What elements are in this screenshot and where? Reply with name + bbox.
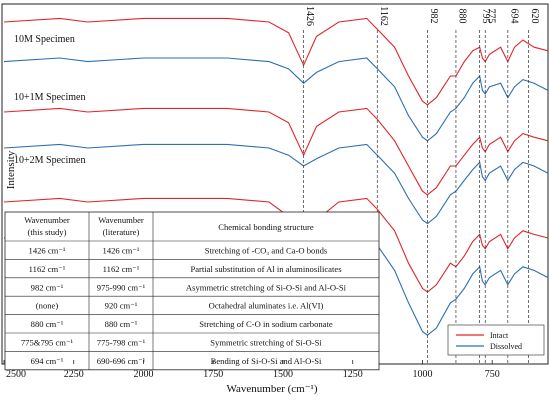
peak-label-795: 795 [480, 9, 491, 24]
x-tick-label-2000: 2000 [133, 369, 153, 380]
specimen-label-2: 10+1M Specimen [14, 92, 85, 103]
peak-label-1426: 1426 [304, 6, 315, 26]
table-header-1: Wavenumber (this study) [24, 215, 70, 237]
peak-label-694: 694 [508, 9, 519, 24]
table-cell-r3-c3: Asymmetric stretching of Si-O-Si and Al-… [186, 282, 347, 292]
bond-assignment-table: Wavenumber (this study) Wavenumber (literat… [4, 211, 380, 371]
y-axis-title: Intensity [5, 150, 17, 189]
specimen-label-3: 10+2M Specimen [14, 155, 85, 166]
table-cell-r5-c3: Stretching of C-O in sodium carbonate [199, 319, 333, 329]
table-cell-r6-c3: Symmetric stretching of Si-O-Si [210, 338, 322, 348]
x-axis-title: Wavenumber (cm⁻¹) [227, 383, 318, 395]
spectrum-2-dissolved [3, 57, 549, 142]
legend-box [447, 324, 545, 356]
table-cell-r4-c3: Octahedral aluminates i.e. Al(VI) [209, 301, 324, 311]
table-cell-r4-c2: 920 cm⁻¹ [105, 301, 138, 311]
specimen-label-1: 10M Specimen [14, 34, 75, 45]
x-axis: 2500 2250 2000 1750 1500 1250 1000 750 [3, 360, 500, 380]
x-tick-label-1750: 1750 [203, 369, 223, 380]
specimen-labels: 10M Specimen 10+1M Specimen 10+2M Specimen [14, 34, 85, 166]
x-tick-label-1500: 1500 [273, 369, 293, 380]
table-cell-r1-c1: 1426 cm⁻¹ [29, 246, 66, 256]
legend: Intact Dissolved [447, 324, 545, 356]
table-cell-r2-c3: Partial substitution of Al in aluminosil… [190, 264, 342, 274]
peak-label-880: 880 [456, 9, 467, 24]
table-cell-r2-c1: 1162 cm⁻¹ [29, 264, 66, 274]
table-cell-r1-c3: Stretching of -CO₃ and Ca-O bonds [205, 246, 328, 256]
x-tick-label-750: 750 [485, 369, 500, 380]
table-cell-r5-c1: 880 cm⁻¹ [31, 319, 64, 329]
table-cell-r6-c2: 775-798 cm⁻¹ [97, 338, 146, 348]
table-cell-r3-c1: 982 cm⁻¹ [31, 282, 64, 292]
table-header-3: Chemical bonding structure [218, 222, 314, 232]
peak-label-620: 620 [529, 9, 540, 24]
x-tick-label-2250: 2250 [64, 369, 84, 380]
spectrum-4-dissolved [3, 143, 549, 225]
table-cell-r2-c2: 1162 cm⁻¹ [103, 264, 140, 274]
table-cell-r6-c1: 775&795 cm⁻¹ [21, 338, 74, 348]
table-cell-r7-c1: 694 cm⁻¹ [31, 356, 64, 366]
table-cell-r4-c1: (none) [36, 301, 59, 311]
legend-label-dissolved: Dissolved [490, 342, 522, 351]
table-cell-r7-c2: 690-696 cm⁻¹ [97, 356, 146, 366]
peak-label-1162: 1162 [378, 6, 389, 26]
peak-label-775: 775 [486, 9, 497, 24]
table-header-2: Wavenumber (literature) [98, 215, 144, 237]
table-cell-r7-c3: Bending of Si-O-Si and Al-O-Si [211, 356, 322, 366]
table-cell-r5-c2: 880 cm⁻¹ [105, 319, 138, 329]
x-tick-label-1000: 1000 [412, 369, 432, 380]
table-cell-r3-c2: 975-990 cm⁻¹ [97, 282, 146, 292]
x-tick-label-2500: 2500 [6, 369, 26, 380]
peak-label-982: 982 [428, 9, 439, 24]
table-frame [4, 211, 380, 371]
spectrum-1-intact [3, 17, 549, 106]
table-cell-r1-c2: 1426 cm⁻¹ [103, 246, 140, 256]
x-tick-label-1250: 1250 [343, 369, 363, 380]
legend-label-intact: Intact [490, 331, 509, 340]
spectrum-3-intact [3, 107, 549, 196]
